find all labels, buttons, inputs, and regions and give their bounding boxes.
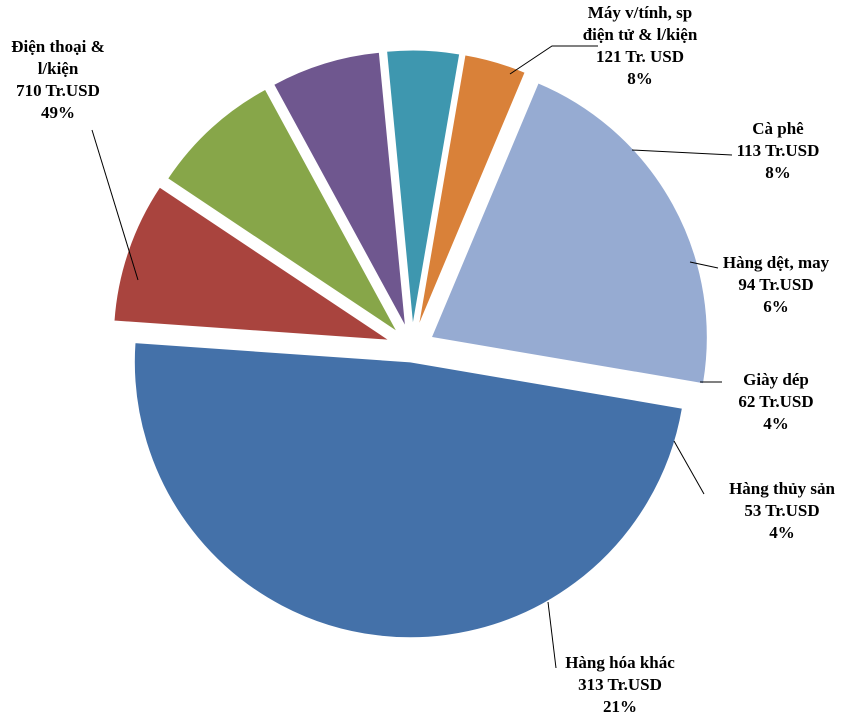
leader-line-6	[91, 129, 139, 281]
slice-label-0: Máy v/tính, sp điện tử & l/kiện 121 Tr. US…	[583, 3, 698, 88]
leader-line-5	[547, 601, 557, 669]
slice-label-3: Giày dép 62 Tr.USD 4%	[738, 370, 813, 433]
pie-slice-0	[113, 186, 392, 341]
slice-label-1: Cà phê 113 Tr.USD 8%	[737, 119, 820, 182]
pie-slice-3	[386, 49, 461, 327]
leader-line-4	[673, 440, 705, 495]
slice-label-5: Hàng hóa khác 313 Tr.USD 21%	[565, 653, 675, 716]
pie-slice-6	[133, 342, 683, 639]
slice-label-6: Điện thoại & l/kiện 710 Tr.USD 49%	[11, 37, 105, 122]
pie-slices	[113, 49, 708, 639]
leader-line-0	[509, 45, 598, 75]
pie-slice-5	[430, 82, 708, 385]
leader-line-2	[689, 261, 719, 269]
pie-slice-4	[417, 54, 526, 328]
leader-line-1	[631, 149, 733, 156]
slice-label-2: Hàng dệt, may 94 Tr.USD 6%	[723, 253, 830, 316]
pie-slice-2	[273, 51, 407, 328]
leader-lines	[91, 45, 733, 669]
slice-label-4: Hàng thủy sản 53 Tr.USD 4%	[729, 479, 835, 542]
slice-labels: Máy v/tính, sp điện tử & l/kiện 121 Tr. US…	[11, 3, 835, 716]
pie-slice-1	[166, 88, 398, 333]
